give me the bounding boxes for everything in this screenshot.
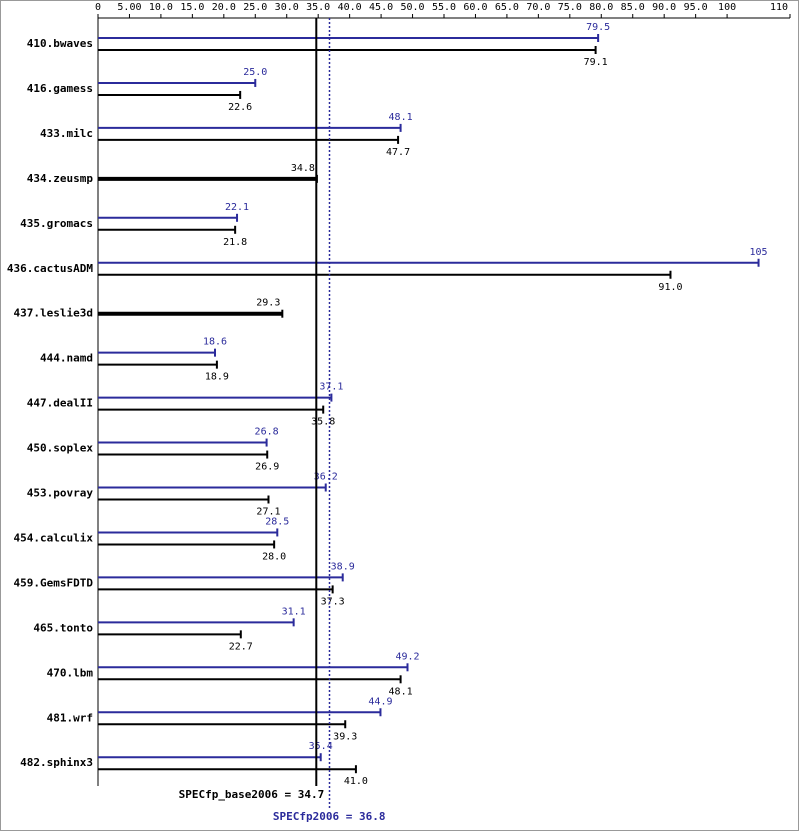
x-tick-label: 80.0 [589,2,613,13]
value-label: 36.2 [314,472,338,483]
x-tick-label: 85.0 [621,2,645,13]
value-label: 48.1 [389,686,413,697]
category-label: 434.zeusmp [27,172,94,185]
value-label: 44.9 [368,696,392,707]
value-label: 35.4 [309,741,333,752]
x-tick-label: 30.0 [275,2,299,13]
x-tick-label: 15.0 [180,2,204,13]
value-label: 28.5 [265,516,289,527]
value-label: 48.1 [389,112,413,123]
value-label: 91.0 [658,282,682,293]
category-label: 450.soplex [27,442,94,455]
category-label: 437.leslie3d [14,307,93,320]
value-label: 49.2 [395,651,419,662]
value-label: 29.3 [256,298,280,309]
value-label: 27.1 [256,507,280,518]
value-label: 31.1 [282,606,306,617]
value-label: 22.6 [228,102,252,113]
value-label: 22.7 [229,641,253,652]
x-tick-label: 110 [770,2,788,13]
category-label: 465.tonto [33,621,93,634]
reference-label: SPECfp2006 = 36.8 [273,810,386,823]
value-label: 26.8 [255,427,279,438]
x-tick-label: 65.0 [495,2,519,13]
value-label: 38.9 [331,561,355,572]
reference-label: SPECfp_base2006 = 34.7 [179,788,325,801]
x-tick-label: 20.0 [212,2,236,13]
value-label: 35.8 [311,417,335,428]
x-tick-label: 60.0 [463,2,487,13]
category-label: 436.cactusADM [7,262,93,275]
category-label: 444.namd [40,352,93,365]
category-label: 435.gromacs [20,217,93,230]
x-tick-label: 35.0 [306,2,330,13]
x-tick-label: 95.0 [684,2,708,13]
value-label: 105 [750,247,768,258]
value-label: 37.1 [319,382,343,393]
value-label: 37.3 [321,596,345,607]
x-tick-label: 45.0 [369,2,393,13]
x-tick-label: 10.0 [149,2,173,13]
category-label: 433.milc [40,127,93,140]
x-tick-label: 70.0 [526,2,550,13]
x-tick-label: 50.0 [400,2,424,13]
category-label: 470.lbm [47,666,94,679]
value-label: 28.0 [262,551,286,562]
value-label: 39.3 [333,731,357,742]
category-label: 482.sphinx3 [20,756,93,769]
category-label: 454.calculix [14,531,94,544]
category-label: 410.bwaves [27,37,93,50]
x-tick-label: 25.0 [243,2,267,13]
value-label: 22.1 [225,202,249,213]
value-label: 18.9 [205,372,229,383]
value-label: 79.1 [584,57,608,68]
x-tick-label: 5.00 [117,2,141,13]
value-label: 41.0 [344,776,368,787]
value-label: 21.8 [223,237,247,248]
category-label: 416.gamess [27,82,93,95]
x-tick-label: 75.0 [558,2,582,13]
category-label: 453.povray [27,487,94,500]
value-label: 47.7 [386,147,410,158]
x-tick-label: 55.0 [432,2,456,13]
value-label: 25.0 [243,67,267,78]
x-tick-label: 40.0 [338,2,362,13]
category-label: 481.wrf [47,711,93,724]
value-label: 79.5 [586,22,610,33]
value-label: 18.6 [203,337,227,348]
category-label: 459.GemsFDTD [14,576,94,589]
x-tick-label: 90.0 [652,2,676,13]
x-tick-label: 0 [95,2,101,13]
x-tick-label: 100 [718,2,736,13]
value-label: 34.8 [291,163,315,174]
category-label: 447.dealII [27,397,93,410]
value-label: 26.9 [255,462,279,473]
